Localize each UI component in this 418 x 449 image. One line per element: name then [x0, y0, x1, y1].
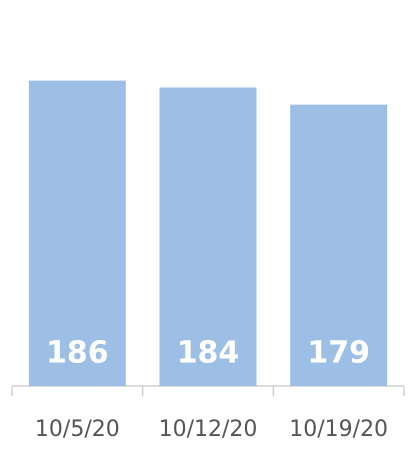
- x-tick-label: 10/5/20: [35, 417, 120, 442]
- data-label: 184: [177, 336, 240, 371]
- data-label: 186: [46, 336, 109, 371]
- bar: [290, 104, 388, 386]
- bar: [159, 87, 257, 386]
- x-tick-label: 10/19/20: [289, 417, 388, 442]
- x-tick-label: 10/12/20: [159, 417, 258, 442]
- bar: [28, 80, 126, 387]
- data-label: 179: [307, 336, 370, 371]
